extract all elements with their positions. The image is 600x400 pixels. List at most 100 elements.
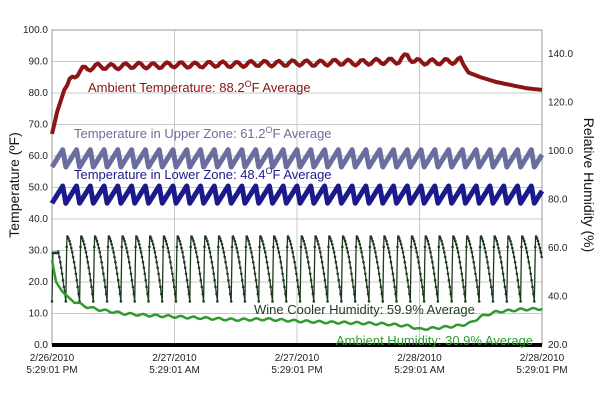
humidity-point xyxy=(448,285,452,289)
y-right-axis-title: Relative Humidity (%) xyxy=(581,118,597,253)
humidity-point xyxy=(262,246,266,250)
humidity-point xyxy=(453,237,456,240)
humidity-point xyxy=(334,260,338,264)
humidity-point xyxy=(214,285,217,289)
humidity-point xyxy=(154,255,158,259)
ambient-temperature-line xyxy=(50,52,543,135)
humidity-point xyxy=(126,251,129,254)
humidity-point xyxy=(302,239,306,243)
humidity-point xyxy=(465,245,468,249)
humidity-point xyxy=(477,292,480,296)
humidity-point xyxy=(429,251,432,254)
humidity-point xyxy=(167,251,170,254)
humidity-point xyxy=(350,272,353,276)
humidity-point xyxy=(326,300,329,303)
y-left-tick-label: 20.0 xyxy=(29,277,49,288)
humidity-point xyxy=(127,260,131,264)
x-tick-date: 2/27/2010 xyxy=(152,353,197,364)
humidity-point xyxy=(340,300,343,303)
humidity-point xyxy=(207,246,211,250)
x-tick-time: 5:29:01 AM xyxy=(394,365,445,376)
humidity-point xyxy=(358,243,362,246)
humidity-point xyxy=(494,237,498,240)
humidity-point xyxy=(153,251,157,254)
humidity-point xyxy=(226,272,229,276)
humidity-point xyxy=(250,251,253,254)
humidity-point xyxy=(251,260,255,264)
humidity-point xyxy=(491,300,495,303)
humidity-point xyxy=(152,246,156,250)
humidity-point xyxy=(94,237,98,240)
humidity-point xyxy=(105,300,109,303)
humidity-point xyxy=(473,266,476,270)
humidity-point xyxy=(232,237,236,240)
x-tick-time: 5:29:01 PM xyxy=(26,365,77,376)
humidity-point xyxy=(432,266,435,270)
humidity-point xyxy=(150,239,154,243)
humidity-point xyxy=(283,285,286,289)
humidity-point xyxy=(158,278,161,282)
humidity-point xyxy=(133,300,136,303)
humidity-point xyxy=(173,292,177,296)
humidity-point xyxy=(307,260,310,264)
humidity-point xyxy=(488,278,492,282)
humidity-point xyxy=(472,260,476,264)
humidity-point xyxy=(144,278,147,282)
humidity-point xyxy=(513,260,517,264)
humidity-point xyxy=(311,292,315,296)
humidity-point xyxy=(365,285,369,289)
humidity-point xyxy=(348,260,352,264)
humidity-point xyxy=(469,246,473,250)
humidity-point xyxy=(481,239,485,243)
humidity-point xyxy=(223,255,226,259)
lower-zone-temperature-line xyxy=(49,183,545,206)
humidity-point xyxy=(134,245,137,249)
humidity-point xyxy=(335,266,339,270)
humidity-point xyxy=(396,245,399,249)
humidity-point xyxy=(260,237,263,240)
humidity-point xyxy=(239,266,242,270)
humidity-point xyxy=(163,237,167,240)
humidity-point xyxy=(293,260,296,264)
humidity-point xyxy=(64,300,68,303)
humidity-point xyxy=(501,272,505,276)
humidity-point xyxy=(401,251,405,254)
humidity-point xyxy=(137,239,140,243)
humidity-point xyxy=(123,239,126,243)
y-right-tick-label: 60.0 xyxy=(548,243,568,254)
humidity-point xyxy=(143,272,147,276)
humidity-point xyxy=(238,260,241,264)
humidity-point xyxy=(486,260,489,264)
humidity-point xyxy=(416,255,420,259)
humidity-point xyxy=(287,237,291,240)
humidity-point xyxy=(268,278,272,282)
y-left-tick-label: 60.0 xyxy=(29,151,49,162)
humidity-point xyxy=(482,243,486,246)
humidity-point xyxy=(59,260,62,264)
humidity-point xyxy=(330,239,333,243)
humidity-point xyxy=(356,237,360,240)
humidity-point xyxy=(321,266,325,270)
humidity-point xyxy=(120,245,124,249)
humidity-point xyxy=(514,266,518,270)
humidity-point xyxy=(69,243,72,246)
x-tick-date: 2/26/2010 xyxy=(30,353,75,364)
humidity-point xyxy=(393,285,397,289)
humidity-point xyxy=(454,239,457,243)
humidity-point xyxy=(461,278,465,282)
humidity-point xyxy=(272,245,275,249)
humidity-point xyxy=(192,239,195,243)
humidity-point xyxy=(274,239,278,243)
humidity-point xyxy=(240,278,244,282)
humidity-point xyxy=(252,266,256,270)
humidity-point xyxy=(409,300,412,303)
humidity-point xyxy=(251,255,254,259)
humidity-point xyxy=(379,285,383,289)
humidity-point xyxy=(280,266,284,270)
humidity-point xyxy=(279,260,283,264)
x-tick-date: 2/28/2010 xyxy=(397,353,442,364)
humidity-point xyxy=(511,246,514,250)
humidity-point xyxy=(446,272,450,276)
humidity-point xyxy=(83,246,87,250)
humidity-point xyxy=(193,243,196,246)
